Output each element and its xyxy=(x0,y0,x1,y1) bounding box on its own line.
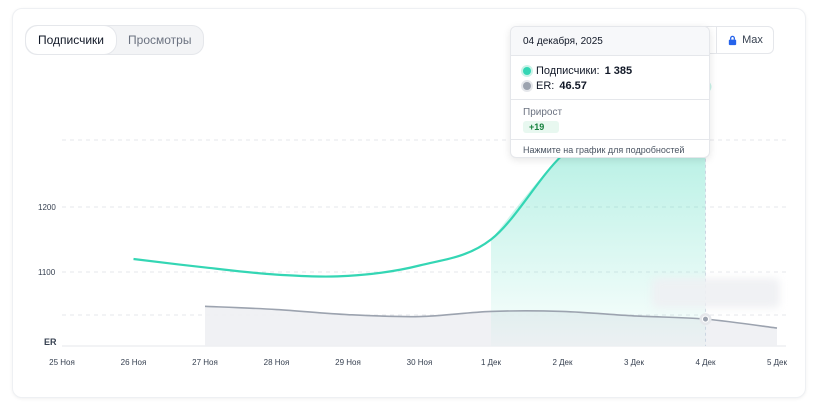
tooltip-subscribers-row: Подписчики: 1 385 xyxy=(523,63,697,78)
x-tick-label: 4 Дек xyxy=(695,358,716,367)
tooltip-subscribers-value: 1 385 xyxy=(604,64,633,77)
x-tick-label: 28 Ноя xyxy=(264,358,290,367)
range-max-label: Max xyxy=(742,34,763,46)
tab-views[interactable]: Просмотры xyxy=(128,33,192,47)
x-tick-label: 27 Ноя xyxy=(192,358,218,367)
tooltip-hint: Нажмите на график для подробностей xyxy=(523,145,685,155)
lock-icon xyxy=(728,35,737,45)
x-tick-label: 29 Ноя xyxy=(335,358,361,367)
tooltip-growth-label: Прирост xyxy=(523,107,563,118)
chart-tooltip: 04 декабря, 2025 Подписчики: 1 385 ER: 4… xyxy=(510,26,710,158)
x-tick-label: 25 Ноя xyxy=(49,358,75,367)
x-tick-label: 3 Дек xyxy=(624,358,645,367)
y-tick-label: 1200 xyxy=(38,203,56,212)
tooltip-subscribers-label: Подписчики: xyxy=(536,64,600,77)
tooltip-er-label: ER: xyxy=(536,79,555,92)
x-tick-label: 5 Дек xyxy=(767,358,788,367)
x-tick-label: 1 Дек xyxy=(481,358,502,367)
tooltip-er-row: ER: 46.57 xyxy=(523,78,697,93)
x-tick-label: 2 Дек xyxy=(552,358,573,367)
subscribers-dot-icon xyxy=(523,66,531,75)
tab-subscribers[interactable]: Подписчики xyxy=(26,26,117,54)
x-tick-label: 26 Ноя xyxy=(121,358,147,367)
er-axis-label: ER xyxy=(44,337,57,347)
blurred-label xyxy=(652,278,780,308)
metric-tabs: Подписчики Просмотры xyxy=(25,25,205,55)
x-tick-label: 30 Ноя xyxy=(407,358,433,367)
tooltip-er-value: 46.57 xyxy=(559,79,587,92)
tooltip-growth-badge: +19 xyxy=(523,121,559,133)
y-tick-label: 1100 xyxy=(38,268,56,277)
range-max-button[interactable]: Max xyxy=(716,27,773,53)
er-line xyxy=(204,305,778,329)
tooltip-date: 04 декабря, 2025 xyxy=(511,27,709,56)
er-marker xyxy=(702,315,709,323)
er-dot-icon xyxy=(523,81,531,90)
